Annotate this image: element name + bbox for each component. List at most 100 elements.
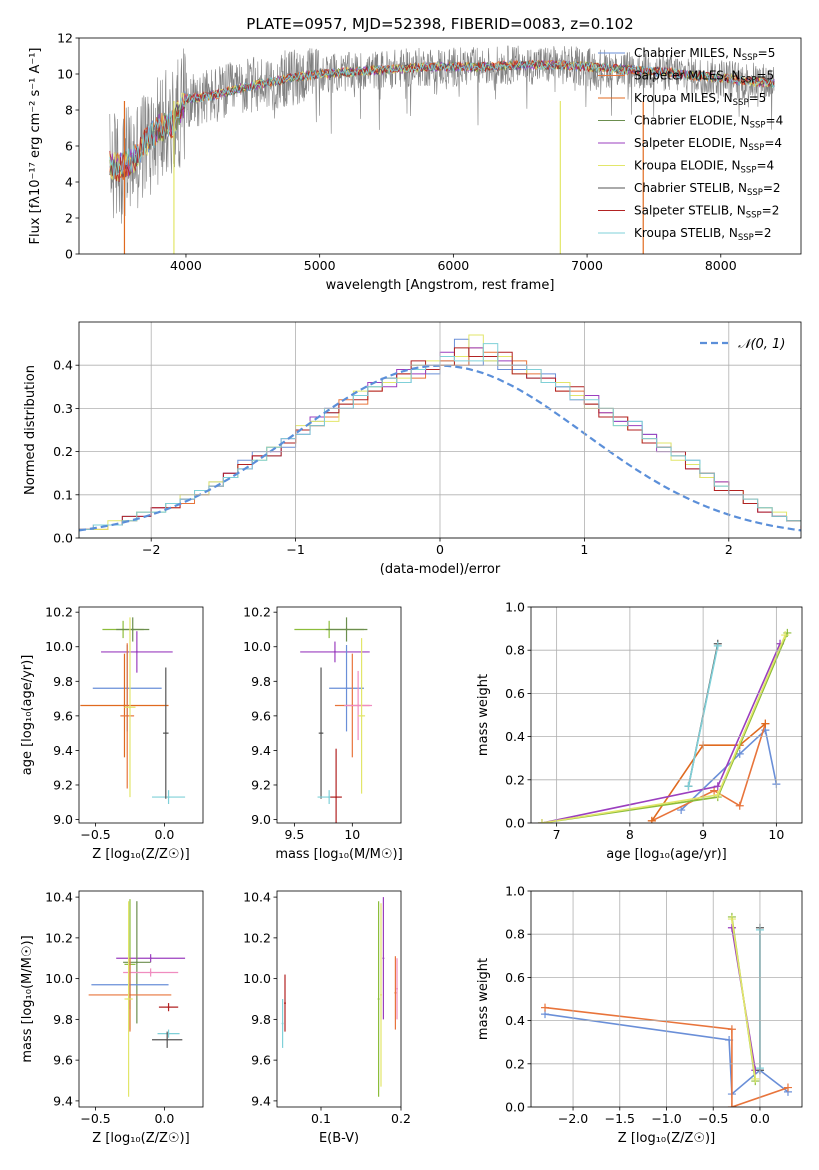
error-bar-point-9 <box>152 1031 183 1048</box>
x-axis-label: Z [log₁₀(Z/Z☉)] <box>92 847 189 862</box>
x-tick-label: 4000 <box>170 258 202 273</box>
axes-mass_weight_vs_age: 7 8 9 10 0.0 0.2 0.4 0.6 0.8 1.0 age [log₁₀(age/yr… <box>476 600 803 862</box>
y-tick-label: 9.8 <box>251 1012 271 1027</box>
error-bar-point-0 <box>116 954 186 963</box>
y-tick-label: 0.0 <box>505 1100 525 1115</box>
x-tick-label: −1.0 <box>651 1111 681 1126</box>
y-tick-label: 9.4 <box>53 1093 73 1108</box>
y-tick-label: 9.6 <box>53 1053 73 1068</box>
axes-frame <box>530 606 803 824</box>
error-bar-point-4 <box>382 897 385 1020</box>
y-tick-label: 9.4 <box>251 1093 271 1108</box>
histogram-0 <box>79 338 801 538</box>
axes-age_vs_Z: −0.5 0.0 9.0 9.2 9.4 9.6 9.8 10.0 10.2 Z [log₁₀(Z… <box>20 605 204 862</box>
y-tick-label: 9.6 <box>251 1053 271 1068</box>
x-tick-label: 0 <box>436 542 444 557</box>
plot-area-spectrum <box>109 45 775 254</box>
weight-line-1 <box>651 723 767 822</box>
error-bar-point-2 <box>101 631 173 673</box>
y-tick-label: 6 <box>65 139 73 154</box>
legend-entry: Chabrier STELIB, NSSP=2 <box>634 181 781 198</box>
weight-marker <box>647 816 656 823</box>
legend-entry: 𝒩(0, 1) <box>738 337 785 352</box>
weight-marker <box>783 1083 792 1092</box>
model-line-8 <box>109 60 775 180</box>
y-tick-label: 9.6 <box>53 708 73 723</box>
y-tick-label: 0.3 <box>53 401 73 416</box>
weight-marker <box>541 1003 550 1012</box>
weight-marker <box>727 1103 736 1107</box>
y-tick-label: 0 <box>65 247 73 262</box>
error-bar-point-8 <box>163 667 169 799</box>
y-tick-label: 9.0 <box>251 812 271 827</box>
weight-marker <box>713 790 722 799</box>
y-tick-label: 8 <box>65 103 73 118</box>
error-bar-point-7 <box>158 1003 179 1012</box>
y-tick-label: 0.6 <box>505 970 525 985</box>
y-tick-label: 9.4 <box>53 743 73 758</box>
legend-entry: Chabrier MILES, NSSP=5 <box>634 46 775 63</box>
y-tick-label: 10.2 <box>243 930 271 945</box>
x-tick-label: −0.5 <box>80 1111 110 1126</box>
x-tick-label: 6000 <box>437 258 469 273</box>
x-axis-label: E(B-V) <box>319 1131 359 1146</box>
error-bar-point-5 <box>120 643 135 789</box>
y-axis-label: mass weight <box>476 958 491 1040</box>
plot-area-age_vs_Z <box>80 617 186 804</box>
weight-line-5 <box>541 634 786 823</box>
x-tick-label: −2 <box>142 542 160 557</box>
weight-marker <box>710 786 719 795</box>
axes-spectrum: 4000 5000 6000 7000 8000 0 2 4 6 8 10 12 wavelength … <box>28 15 802 293</box>
y-tick-label: 0.8 <box>505 643 525 658</box>
y-axis-label: Flux [fλ10⁻¹⁷ erg cm⁻² s⁻¹ A⁻¹] <box>28 48 43 245</box>
y-tick-label: 1.0 <box>505 884 525 899</box>
weight-marker <box>761 719 770 728</box>
axes-age_vs_mass: 9.5 10 9.0 9.2 9.4 9.6 9.8 10.0 10.2 mass [log₁₀(… <box>243 605 403 862</box>
axes-mass_weight_vs_Z: −2.0 −1.5 −1.0 −0.5 0.0 0.0 0.2 0.4 0.6 0.8 1.0 Z [… <box>476 884 803 1146</box>
plot-area-age_vs_mass <box>294 617 373 823</box>
error-bar-point-2 <box>377 901 380 1097</box>
y-tick-label: 0.6 <box>505 686 525 701</box>
error-bar-point-1 <box>116 617 150 642</box>
y-tick-label: 0.2 <box>53 444 73 459</box>
error-bar-point-5 <box>344 670 373 741</box>
plot-area-mass_weight_vs_age <box>537 628 792 823</box>
legend-entry: Salpeter STELIB, NSSP=2 <box>634 204 779 221</box>
error-bar-point-5 <box>88 958 172 1032</box>
y-tick-label: 12 <box>57 31 73 46</box>
y-tick-label: 0.0 <box>53 531 73 546</box>
y-tick-label: 10.2 <box>45 605 73 620</box>
weight-marker <box>727 923 736 932</box>
y-tick-label: 0.2 <box>505 1056 525 1071</box>
y-tick-label: 0.8 <box>505 927 525 942</box>
error-bar-point-1 <box>284 974 286 1032</box>
error-bar-point-6 <box>396 958 398 1020</box>
histogram-1 <box>79 347 801 538</box>
weight-marker <box>684 782 693 791</box>
y-tick-label: 1.0 <box>505 600 525 615</box>
legend-entry: Kroupa MILES, NSSP=5 <box>634 91 766 108</box>
legend-entry: Chabrier ELODIE, NSSP=4 <box>634 114 783 131</box>
x-tick-label: 9.5 <box>284 827 304 842</box>
weight-line-4 <box>731 918 757 1080</box>
x-axis-label: mass [log₁₀(M/M☉)] <box>275 847 402 862</box>
y-tick-label: 10.2 <box>243 605 271 620</box>
plot-area-mass_vs_EBV <box>281 897 398 1097</box>
y-tick-label: 9.4 <box>251 743 271 758</box>
y-axis-label: age [log₁₀(age/yr)] <box>20 655 35 776</box>
y-tick-label: 9.8 <box>251 674 271 689</box>
weight-marker <box>713 641 722 650</box>
legend-entry: Salpeter ELODIE, NSSP=4 <box>634 136 782 153</box>
legend-entry: Kroupa ELODIE, NSSP=4 <box>634 159 774 176</box>
y-tick-label: 10.4 <box>243 890 271 905</box>
x-axis-label: age [log₁₀(age/yr)] <box>606 847 727 862</box>
axes-frame <box>276 890 402 1108</box>
error-bar-point-2 <box>300 641 370 663</box>
error-bar-point-0 <box>281 999 284 1048</box>
axes-frame <box>530 890 803 1108</box>
weight-line-2 <box>651 722 766 822</box>
weight-marker <box>735 749 744 758</box>
y-tick-label: 9.0 <box>53 812 73 827</box>
y-tick-label: 10.0 <box>243 639 271 654</box>
x-tick-label: −0.5 <box>80 827 110 842</box>
